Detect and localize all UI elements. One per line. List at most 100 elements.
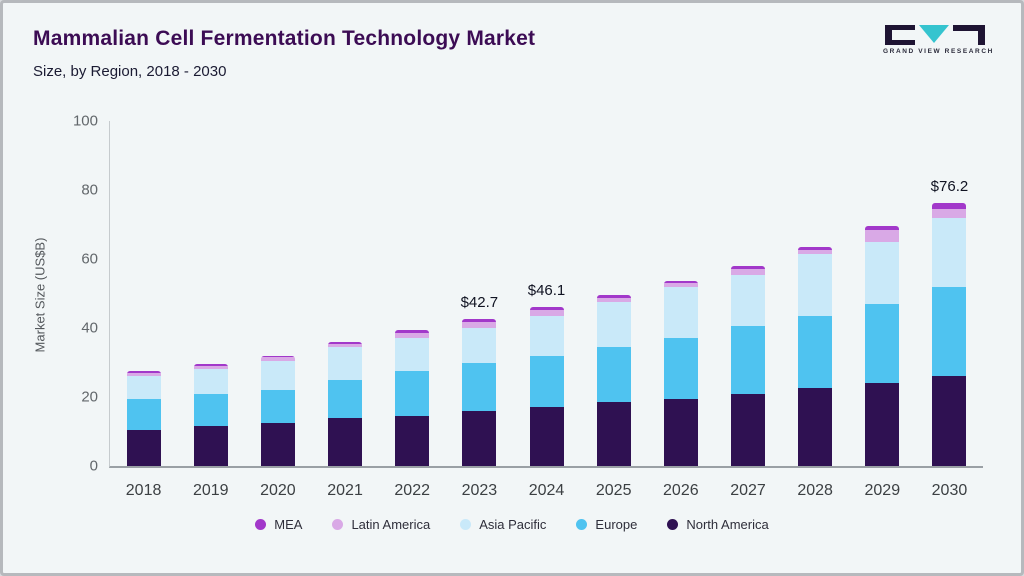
segment-latin-america[interactable] <box>865 229 900 242</box>
y-axis: 0 20 40 60 80 100 <box>56 113 98 475</box>
stacked-bar-2023[interactable] <box>462 318 497 466</box>
segment-asia-pacific[interactable] <box>126 376 161 399</box>
segment-north-america[interactable] <box>798 388 833 466</box>
segment-north-america[interactable] <box>663 398 698 466</box>
segment-north-america[interactable] <box>932 376 967 466</box>
segment-latin-america[interactable] <box>260 357 295 361</box>
bar-group-2025: 2025 <box>580 121 647 499</box>
segment-latin-america[interactable] <box>462 322 497 329</box>
segment-north-america[interactable] <box>193 426 228 466</box>
stacked-bar-2021[interactable] <box>328 341 363 466</box>
x-tick-label: 2023 <box>461 482 498 499</box>
segment-europe[interactable] <box>126 398 161 430</box>
bar-group-2024: $46.1 2024 <box>513 121 580 499</box>
segment-mea[interactable] <box>798 246 833 250</box>
segment-mea[interactable] <box>193 364 228 366</box>
segment-europe[interactable] <box>193 393 228 427</box>
segment-north-america[interactable] <box>126 429 161 466</box>
stacked-bar-2025[interactable] <box>596 295 631 466</box>
stacked-bar-2029[interactable] <box>865 226 900 466</box>
legend-label: Latin America <box>351 517 431 532</box>
segment-mea[interactable] <box>865 226 900 230</box>
x-tick-label: 2029 <box>864 482 901 499</box>
data-label-2023: $42.7 <box>460 293 499 311</box>
stacked-bar-2019[interactable] <box>193 364 228 466</box>
segment-asia-pacific[interactable] <box>529 315 564 356</box>
segment-asia-pacific[interactable] <box>865 241 900 304</box>
x-tick-label: 2021 <box>327 482 363 499</box>
segment-latin-america[interactable] <box>798 249 833 254</box>
segment-europe[interactable] <box>730 326 765 394</box>
segment-mea[interactable] <box>126 371 161 373</box>
stacked-bar-2024[interactable] <box>529 307 564 466</box>
segment-north-america[interactable] <box>260 422 295 466</box>
stacked-bar-2026[interactable] <box>663 280 698 466</box>
data-label-2030: $76.2 <box>930 178 969 196</box>
segment-europe[interactable] <box>328 379 363 418</box>
segment-europe[interactable] <box>395 371 430 416</box>
segment-asia-pacific[interactable] <box>395 338 430 372</box>
bar-group-2026: 2026 <box>647 121 714 499</box>
segment-asia-pacific[interactable] <box>798 253 833 316</box>
segment-asia-pacific[interactable] <box>328 347 363 380</box>
x-tick-label: 2030 <box>931 482 968 499</box>
segment-europe[interactable] <box>529 355 564 407</box>
stacked-bar-2020[interactable] <box>260 355 295 466</box>
segment-asia-pacific[interactable] <box>663 286 698 339</box>
segment-north-america[interactable] <box>865 383 900 466</box>
segment-latin-america[interactable] <box>596 298 631 303</box>
stacked-bar-2022[interactable] <box>395 329 430 466</box>
segment-latin-america[interactable] <box>193 365 228 370</box>
segment-mea[interactable] <box>462 318 497 323</box>
segment-latin-america[interactable] <box>529 310 564 316</box>
segment-europe[interactable] <box>462 362 497 411</box>
segment-asia-pacific[interactable] <box>193 369 228 394</box>
segment-europe[interactable] <box>798 315 833 389</box>
segment-north-america[interactable] <box>529 406 564 466</box>
stacked-bar-2030[interactable] <box>932 203 967 466</box>
segment-asia-pacific[interactable] <box>932 217 967 287</box>
segment-north-america[interactable] <box>328 417 363 466</box>
segment-mea[interactable] <box>529 307 564 311</box>
segment-mea[interactable] <box>730 265 765 270</box>
segment-latin-america[interactable] <box>663 283 698 287</box>
segment-asia-pacific[interactable] <box>462 328 497 363</box>
stacked-bar-2027[interactable] <box>730 265 765 466</box>
legend-swatch-asia-pacific <box>460 519 472 530</box>
y-tick-label: 100 <box>72 112 98 130</box>
legend-label: MEA <box>274 517 303 532</box>
segment-mea[interactable] <box>596 295 631 299</box>
x-tick-label: 2025 <box>595 482 632 499</box>
segment-asia-pacific[interactable] <box>596 302 631 347</box>
x-tick-label: 2028 <box>797 482 833 499</box>
segment-mea[interactable] <box>328 341 363 344</box>
segment-mea[interactable] <box>932 203 967 209</box>
segment-north-america[interactable] <box>596 402 631 466</box>
segment-north-america[interactable] <box>462 410 497 466</box>
segment-latin-america[interactable] <box>126 372 161 377</box>
segment-mea[interactable] <box>260 355 295 358</box>
segment-north-america[interactable] <box>730 393 765 466</box>
segment-mea[interactable] <box>663 280 698 284</box>
segment-north-america[interactable] <box>395 415 430 466</box>
gvr-logo-text: GRAND VIEW RESEARCH <box>883 48 994 55</box>
chart-subtitle: Size, by Region, 2018 - 2030 <box>33 63 227 80</box>
x-tick-label: 2019 <box>192 482 229 499</box>
segment-europe[interactable] <box>663 338 698 399</box>
segment-latin-america[interactable] <box>395 333 430 339</box>
segment-asia-pacific[interactable] <box>730 274 765 327</box>
segment-latin-america[interactable] <box>932 209 967 218</box>
stacked-bar-2018[interactable] <box>126 371 161 466</box>
segment-mea[interactable] <box>395 329 430 334</box>
segment-europe[interactable] <box>260 390 295 423</box>
stacked-bar-2028[interactable] <box>798 246 833 466</box>
segment-europe[interactable] <box>596 347 631 403</box>
data-label-2024: $46.1 <box>527 281 566 299</box>
bar-group-2027: 2027 <box>714 121 781 499</box>
legend-item-north-america: North America <box>667 517 769 532</box>
segment-latin-america[interactable] <box>730 269 765 275</box>
segment-latin-america[interactable] <box>328 343 363 347</box>
segment-europe[interactable] <box>865 303 900 384</box>
segment-europe[interactable] <box>932 286 967 377</box>
segment-asia-pacific[interactable] <box>260 360 295 391</box>
